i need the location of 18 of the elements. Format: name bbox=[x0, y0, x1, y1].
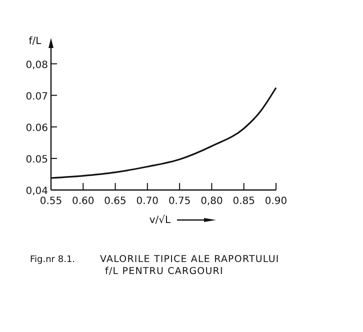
text: VALORILE TIPICE ALE RAPORTULUI bbox=[100, 254, 280, 265]
x-tick-label: 0.60 bbox=[72, 196, 94, 207]
y-axis-title: f/L bbox=[28, 36, 42, 47]
y-tick-label: 0,04 bbox=[26, 186, 48, 197]
x-tick-label: 0.90 bbox=[264, 196, 288, 207]
y-tick-label: 0.05 bbox=[26, 154, 48, 166]
x-tick-label: 0.85 bbox=[232, 196, 255, 207]
x-axis-title: v/√L bbox=[149, 214, 172, 226]
text: f/L PENTRU CARGOURI bbox=[105, 266, 224, 277]
x-tick-label: 0.75 bbox=[168, 196, 191, 207]
x-tick-label: 0,80 bbox=[200, 196, 223, 207]
x-tick-label: 0.65 bbox=[104, 196, 126, 207]
y-tick-label: 0,08 bbox=[26, 60, 48, 71]
x-tick-label: 0.70 bbox=[136, 196, 159, 207]
x-tick-label: 0.55 bbox=[40, 196, 62, 207]
text: Fig.nr 8.1. bbox=[30, 255, 76, 265]
y-tick-label: 0.07 bbox=[26, 91, 48, 102]
y-tick-label: 0.06 bbox=[26, 122, 48, 134]
